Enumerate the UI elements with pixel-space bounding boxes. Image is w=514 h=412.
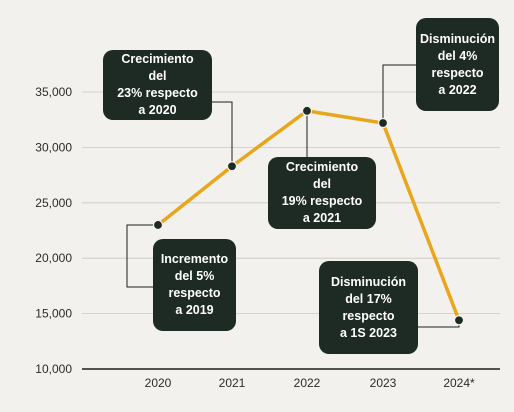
y-tick-label: 25,000	[35, 196, 72, 210]
annotation-connector	[418, 320, 460, 328]
y-tick-label: 15,000	[35, 307, 72, 321]
y-tick-label: 20,000	[35, 251, 72, 265]
data-point-2023	[377, 117, 389, 129]
annotation-connector	[212, 101, 233, 167]
y-tick-label: 35,000	[35, 85, 72, 99]
annotation-callout-2023: Disminución del 4% respecto a 2022	[416, 18, 499, 111]
x-tick-label: 2020	[145, 376, 172, 390]
x-tick-label: 2022	[294, 376, 321, 390]
annotation-callout-2020: Incremento del 5% respecto a 2019	[153, 239, 236, 331]
x-tick-label: 2024*	[443, 376, 475, 390]
x-tick-label: 2021	[219, 376, 246, 390]
y-tick-label: 10,000	[35, 362, 72, 376]
data-point-2022	[301, 105, 313, 116]
annotation-connector	[126, 224, 158, 288]
x-tick-label: 2023	[370, 376, 397, 390]
data-point-2020	[152, 219, 164, 231]
data-point-2024	[453, 315, 465, 326]
data-point-2021	[226, 161, 238, 172]
y-tick-label: 30,000	[35, 140, 72, 154]
annotation-callout-2024: Disminución del 17% respecto a 1S 2023	[319, 261, 418, 354]
annotation-callout-2021: Crecimiento del 23% respecto a 2020	[103, 50, 212, 120]
annotation-connector	[382, 64, 416, 124]
annotation-callout-2022: Crecimiento del 19% respecto a 2021	[268, 157, 376, 229]
